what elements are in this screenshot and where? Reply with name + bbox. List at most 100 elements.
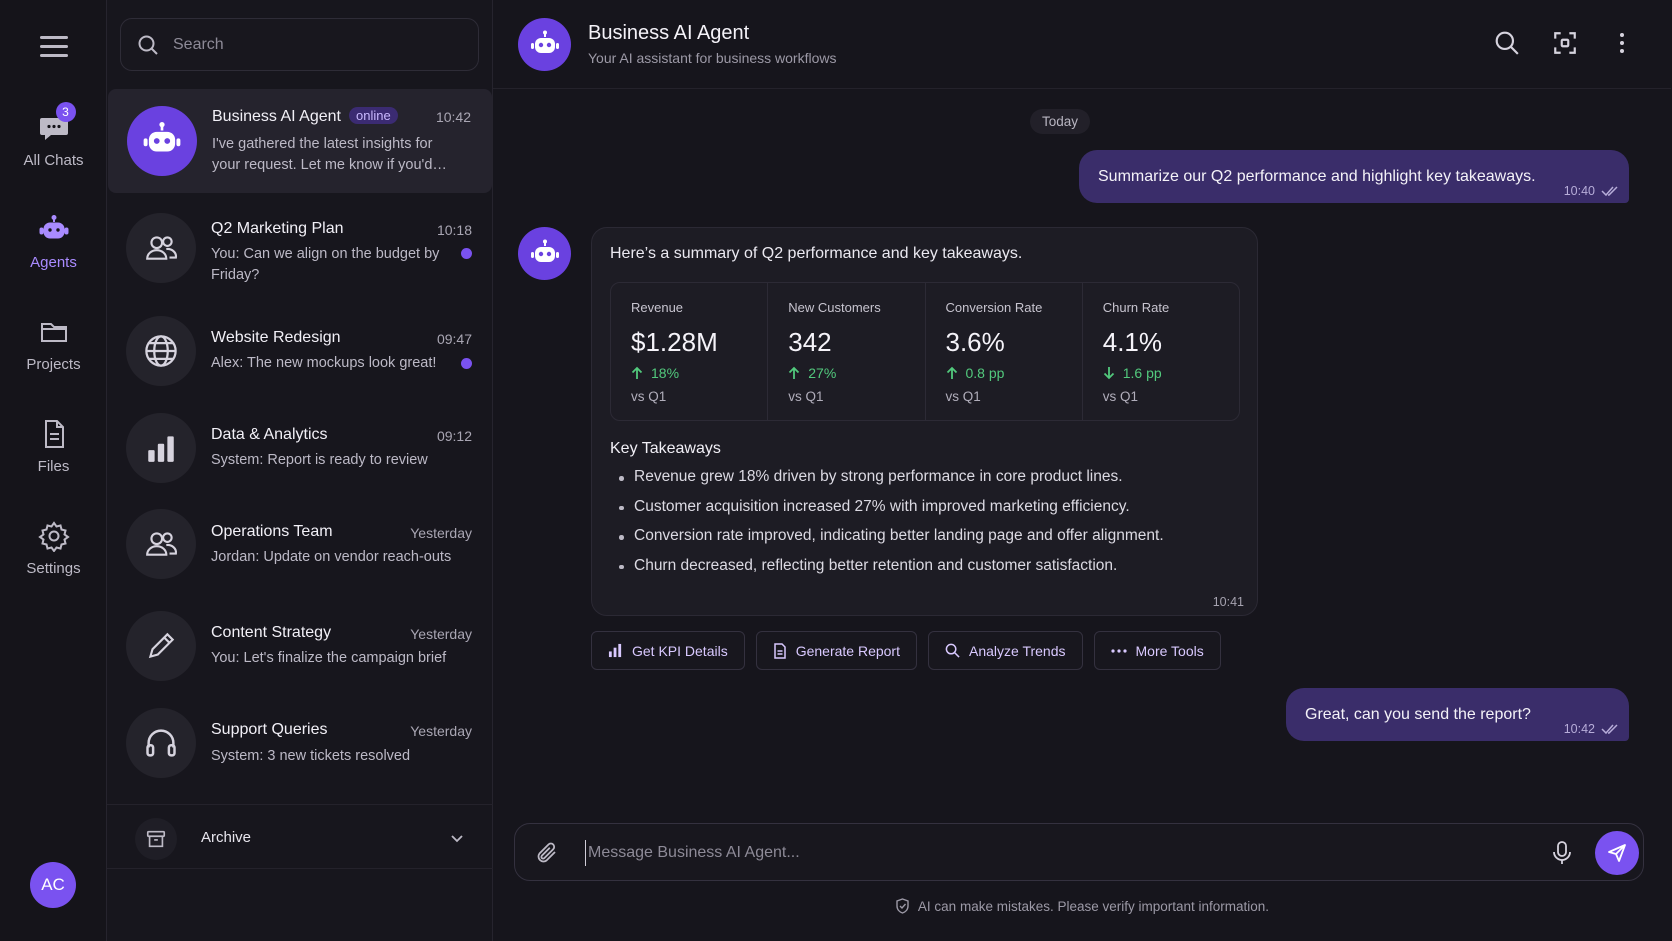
chat-name: Q2 Marketing Plan — [211, 220, 344, 237]
file-icon — [38, 418, 70, 450]
user-message-text: Summarize our Q2 performance and highlig… — [1098, 168, 1536, 185]
folder-icon — [38, 316, 70, 348]
globe-icon — [126, 316, 196, 386]
chat-item-q2-marketing-plan[interactable]: Q2 Marketing Plan 10:18 You: Can we alig… — [107, 198, 493, 298]
kpi-card-churn-rate: Churn Rate 4.1% 1.6 pp vs Q1 — [1083, 283, 1239, 420]
chat-preview: System: Report is ready to review — [211, 452, 428, 468]
rail-item-settings[interactable]: Settings — [0, 520, 107, 577]
send-button[interactable] — [1595, 831, 1639, 875]
kpi-label: New Customers — [788, 300, 881, 315]
chat-time: 09:12 — [436, 428, 472, 444]
tool-label: Get KPI Details — [632, 642, 728, 659]
kpi-delta-value: 27% — [808, 365, 837, 381]
takeaways-list: Revenue grew 18% driven by strong perfor… — [610, 468, 1230, 586]
analyze-trends-button[interactable]: Analyze Trends — [928, 631, 1083, 670]
user-message-text: Great, can you send the report? — [1305, 706, 1531, 723]
rail-label-all-chats: All Chats — [23, 152, 84, 169]
hamburger-menu-icon[interactable] — [40, 36, 68, 60]
conversation-title: Business AI Agent — [588, 22, 750, 44]
microphone-icon[interactable] — [1551, 840, 1573, 866]
kpi-compare: vs Q1 — [945, 389, 981, 404]
message-time: 10:40 — [1563, 184, 1595, 198]
disclaimer-text: AI can make mistakes. Please verify impo… — [917, 898, 1270, 914]
kpi-label: Revenue — [631, 300, 684, 315]
takeaway-item: Churn decreased, reflecting better reten… — [610, 557, 1230, 587]
tool-label: More Tools — [1135, 642, 1204, 659]
takeaway-item: Customer acquisition increased 27% with … — [610, 498, 1230, 528]
chat-item-website-redesign[interactable]: Website Redesign 09:47 Alex: The new moc… — [107, 306, 493, 396]
more-tools-button[interactable]: More Tools — [1093, 631, 1221, 670]
ai-disclaimer: AI can make mistakes. Please verify impo… — [493, 898, 1671, 914]
chat-time: 10:42 — [435, 109, 471, 125]
chat-time: Yesterday — [410, 525, 472, 541]
rail-label-agents: Agents — [30, 254, 77, 271]
user-avatar[interactable]: AC — [30, 862, 76, 908]
kpi-compare: vs Q1 — [1102, 389, 1139, 404]
robot-icon — [127, 106, 197, 176]
chat-name: Content Strategy — [211, 624, 332, 641]
chat-item-business-ai-agent[interactable]: Business AI Agent online 10:42 I've gathe… — [108, 89, 492, 193]
kpi-delta: 0.8 pp — [946, 365, 1004, 381]
paperclip-icon[interactable] — [535, 841, 559, 865]
kpi-label: Conversion Rate — [945, 300, 1043, 315]
generate-report-button[interactable]: Generate Report — [755, 631, 917, 670]
takeaway-item: Conversion rate improved, indicating bet… — [610, 527, 1230, 557]
kpi-delta-value: 18% — [651, 365, 680, 381]
takeaways-heading: Key Takeaways — [610, 440, 721, 457]
rail-item-files[interactable]: Files — [0, 418, 107, 475]
kpi-value: $1.28M — [631, 327, 718, 357]
chat-name: Business AI Agent — [212, 108, 341, 125]
get-kpi-details-button[interactable]: Get KPI Details — [591, 631, 745, 670]
chat-item-operations-team[interactable]: Operations Team Yesterday Jordan: Update… — [107, 500, 493, 600]
kpi-delta: 1.6 pp — [1103, 365, 1162, 381]
chat-item-support-queries[interactable]: Support Queries Yesterday System: 3 new … — [107, 703, 493, 798]
chat-list-panel: Business AI Agent online 10:42 I've gathe… — [107, 0, 493, 941]
chat-item-content-strategy[interactable]: Content Strategy Yesterday You: Let's fi… — [107, 605, 493, 700]
chat-time: Yesterday — [410, 626, 472, 642]
search-input[interactable] — [173, 35, 453, 54]
chat-bubble-icon: 3 — [38, 102, 76, 144]
message-meta: 10:40 — [1564, 184, 1619, 198]
tool-label: Generate Report — [795, 642, 900, 659]
rail-item-projects[interactable]: Projects — [0, 316, 107, 373]
users-icon — [126, 213, 196, 283]
send-icon — [1608, 844, 1626, 862]
rail-item-all-chats[interactable]: 3 All Chats — [0, 102, 107, 169]
fullscreen-icon[interactable] — [1552, 30, 1578, 56]
arrow-up-icon — [789, 366, 800, 379]
user-message: Great, can you send the report? 10:42 — [1286, 688, 1629, 741]
archive-label: Archive — [201, 829, 252, 846]
chat-preview: Jordan: Update on vendor reach-outs — [211, 549, 452, 565]
search-icon[interactable] — [1494, 30, 1520, 56]
double-check-icon — [1601, 724, 1618, 735]
double-check-icon — [1601, 186, 1618, 197]
rail-label-projects: Projects — [26, 356, 81, 373]
archive-row[interactable]: Archive — [107, 804, 493, 869]
nav-rail: 3 All Chats Agents Projects Files — [0, 0, 107, 941]
chat-preview: You: Let's finalize the campaign brief — [211, 650, 447, 666]
unread-dot — [461, 248, 472, 259]
robot-icon — [38, 214, 70, 246]
chat-name: Support Queries — [211, 721, 328, 738]
bar-chart-icon — [126, 413, 196, 483]
conversation-panel: Business AI Agent Your AI assistant for … — [493, 0, 1672, 941]
kpi-compare: vs Q1 — [631, 389, 667, 404]
rail-item-agents[interactable]: Agents — [0, 214, 107, 271]
chat-name: Operations Team — [211, 523, 333, 540]
chat-name: Data & Analytics — [211, 426, 328, 443]
chat-preview: System: 3 new tickets resolved — [211, 748, 411, 764]
chat-item-data-analytics[interactable]: Data & Analytics 09:12 System: Report is… — [107, 405, 493, 495]
kpi-value: 342 — [788, 327, 832, 357]
chat-time: 09:47 — [436, 331, 472, 347]
more-vertical-icon[interactable] — [1610, 30, 1634, 56]
chat-name: Website Redesign — [211, 329, 341, 346]
message-time: 10:41 — [1212, 595, 1244, 609]
robot-icon — [518, 227, 571, 280]
conversation-subtitle: Your AI assistant for business workflows — [588, 50, 837, 66]
message-input[interactable] — [585, 840, 1505, 866]
chat-preview: I've gathered the latest insights for yo… — [212, 136, 447, 173]
chevron-down-icon — [451, 835, 463, 843]
pencil-icon — [126, 611, 196, 681]
search-box — [120, 18, 479, 71]
